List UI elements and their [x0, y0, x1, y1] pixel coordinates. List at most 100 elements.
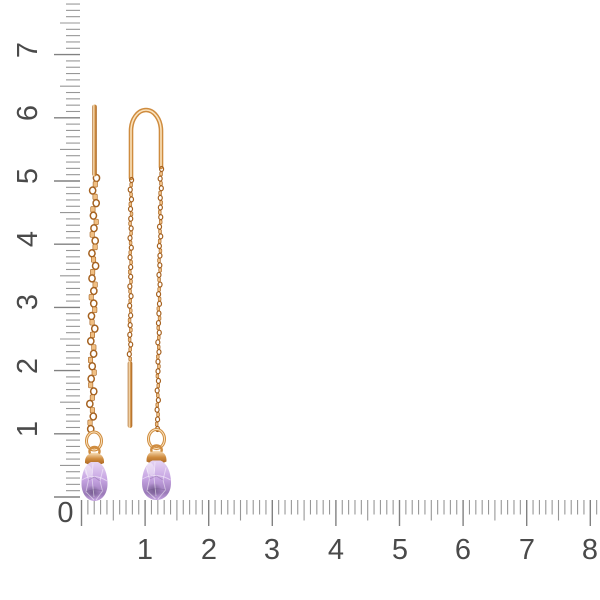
chain-link: [91, 256, 97, 263]
chain-link: [89, 407, 95, 414]
chain-link: [89, 286, 98, 296]
ruler-label-h4: 4: [328, 534, 344, 566]
left-gem-facets: [81, 463, 108, 501]
chain-link: [156, 383, 160, 388]
chain-link: [129, 230, 133, 236]
right-earring-arch-highlight: [130, 109, 162, 179]
chain-link: [89, 412, 98, 421]
chain-link: [129, 308, 133, 313]
chain-link: [126, 351, 132, 358]
chain-link: [156, 223, 163, 230]
chain-link: [88, 186, 97, 195]
ruler-label-v1: 1: [12, 421, 44, 437]
chain-link: [157, 262, 163, 269]
chain-link: [92, 243, 98, 251]
chain-link: [155, 402, 159, 408]
chain-link: [92, 281, 98, 288]
chain-link: [128, 341, 134, 348]
chain-link: [154, 416, 161, 423]
chain-link: [92, 181, 98, 188]
chain-link: [128, 196, 135, 203]
ruler-label-h2: 2: [201, 534, 217, 566]
right-earring: [126, 107, 171, 500]
chain-link: [127, 254, 133, 261]
left-earring-chain: [85, 173, 101, 434]
chain-link: [129, 182, 133, 188]
chain-link: [87, 311, 96, 321]
chain-link: [127, 337, 132, 342]
chain-link: [157, 175, 163, 182]
ruler-label-h3: 3: [264, 534, 280, 566]
chain-link: [155, 373, 160, 379]
chain-link: [127, 317, 132, 323]
chain-link: [128, 221, 132, 226]
chain-link: [155, 368, 161, 375]
chain-link: [155, 339, 161, 346]
chain-link: [156, 300, 163, 307]
chain-link: [128, 293, 134, 300]
chain-link: [128, 347, 132, 352]
chain-link: [157, 194, 163, 201]
left-earring-jump-ring-highlight: [86, 431, 102, 451]
chain-link: [155, 358, 161, 365]
ruler-label-v3: 3: [12, 294, 44, 310]
chain-link: [154, 406, 160, 413]
ruler-label-h8: 8: [582, 534, 598, 566]
chain-link: [91, 236, 100, 245]
chain-link: [88, 274, 96, 283]
chain-link: [156, 348, 162, 356]
chain-link: [128, 240, 133, 246]
chain-link: [156, 306, 161, 311]
chain-link: [155, 319, 162, 327]
chain-link: [154, 421, 159, 427]
chain-link: [157, 252, 163, 259]
chain-link: [129, 211, 134, 217]
right-earring-left-chain: [126, 176, 135, 362]
chain-link: [128, 273, 134, 280]
chain-link: [91, 344, 97, 351]
chain-link: [90, 269, 96, 276]
chain-link: [129, 192, 133, 197]
chain-link: [127, 302, 133, 309]
chain-link: [159, 181, 163, 186]
chain-link: [155, 397, 161, 404]
chain-link: [157, 281, 163, 288]
chain-link: [128, 298, 132, 304]
ruler-label-v2: 2: [12, 358, 44, 374]
chain-link: [88, 381, 94, 389]
chain-link: [158, 185, 164, 192]
chain-link: [156, 310, 162, 317]
chain-link: [87, 374, 96, 384]
right-earring-right-chain: [154, 165, 165, 433]
chain-link: [88, 294, 94, 301]
chain-link: [158, 190, 162, 196]
chain-link: [157, 364, 161, 369]
chain-link: [156, 325, 160, 331]
horizontal-ruler: 0 1 2 3 4 5 6 7 8: [57, 497, 598, 566]
chain-link: [89, 387, 98, 396]
horizontal-ruler-ticks: [80, 500, 598, 526]
chain-link: [86, 336, 95, 346]
ruler-label-v4: 4: [12, 231, 44, 247]
left-earring: [81, 104, 108, 501]
ruler-label-h6: 6: [455, 534, 471, 566]
vertical-ruler-ticks: [54, 3, 80, 498]
chain-link: [129, 279, 133, 284]
right-earring-bead-cap: [146, 450, 167, 464]
right-earring-post: [127, 361, 133, 428]
chain-link: [90, 223, 98, 233]
chain-link: [87, 419, 93, 426]
ruler-label-v7: 7: [12, 42, 44, 58]
chain-link: [89, 211, 98, 220]
chain-link: [128, 312, 134, 319]
chain-link: [158, 210, 162, 215]
chain-link: [156, 344, 161, 350]
chain-link: [156, 392, 160, 398]
chain-link: [128, 215, 134, 222]
right-gem-facets: [142, 461, 171, 500]
chain-link: [157, 277, 161, 283]
chain-link: [127, 283, 133, 290]
vertical-ruler-labels: 7 6 5 4 3 2 1: [12, 42, 44, 437]
ruler-label-v6: 6: [12, 105, 44, 121]
chain-link: [157, 335, 161, 340]
